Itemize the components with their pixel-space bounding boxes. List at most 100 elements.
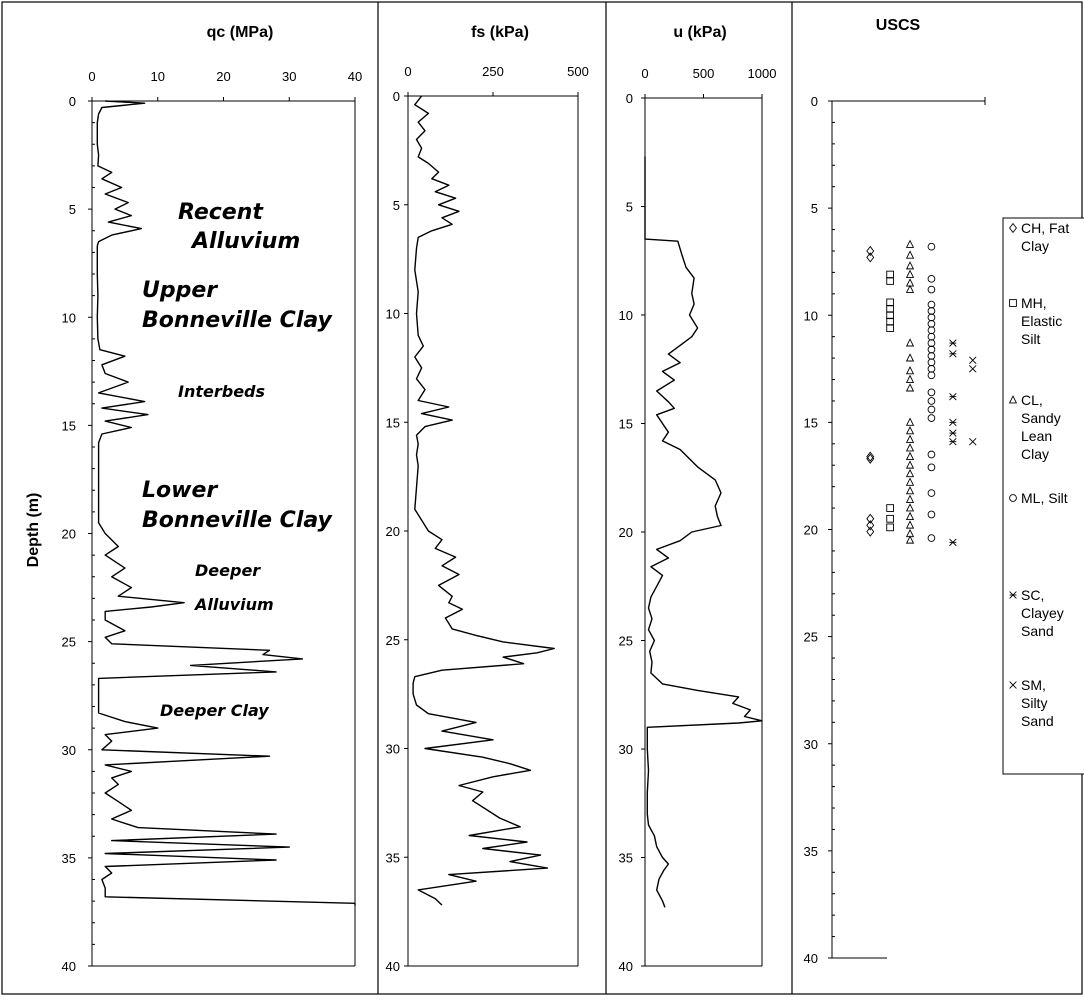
marker-stroke	[969, 365, 977, 373]
legend-label-line: CH, Fat	[1021, 220, 1069, 236]
marker-diamond	[866, 513, 875, 524]
x-tick-label: 500	[693, 66, 715, 81]
marker-circle	[927, 313, 936, 322]
marker-circle	[927, 358, 936, 367]
marker-circle	[927, 414, 936, 422]
y-tick-label: 35	[619, 851, 633, 866]
legend-ml: ML, Silt	[1009, 490, 1068, 506]
plot-layer: 0 5 10 15 20 25 30 35 40 0 10 20 30 40 0 5 10 15 20 25 30 35 4…	[62, 64, 986, 974]
x-tick-label: 0	[641, 66, 648, 81]
legend-items: CH, Fat Clay MH, Elastic Silt CL, Sandy Lean Cla…	[1008, 220, 1069, 729]
marker-circle	[927, 300, 936, 309]
legend-label-line: MH,	[1021, 295, 1047, 311]
legend-label-line: Clayey	[1021, 605, 1064, 621]
marker-diamond	[866, 451, 875, 462]
marker-square	[886, 523, 894, 532]
marker-circle	[927, 405, 936, 414]
marker-circle	[927, 319, 936, 328]
marker-diamond	[866, 245, 875, 257]
marker-asterisk	[949, 429, 957, 437]
y-tick-label: 10	[619, 308, 633, 323]
marker-triangle	[905, 434, 915, 443]
y-tick-label: 5	[393, 198, 400, 213]
panel-2: 0 5 10 15 20 25 30 35 40 0 500 1000	[619, 66, 777, 974]
y-tick-label: 0	[811, 94, 818, 109]
legend-ch: CH, Fat Clay	[1009, 220, 1069, 254]
marker-x	[969, 437, 977, 446]
y-tick-label: 15	[804, 415, 818, 430]
trace-line-2	[644, 156, 763, 908]
legend-cl: CL, Sandy Lean Clay	[1008, 392, 1061, 462]
y-tick-label: 5	[69, 202, 76, 217]
y-tick-label: 30	[804, 737, 818, 752]
x-tick-label: 500	[567, 64, 589, 79]
marker-square	[886, 298, 894, 307]
annotation-deeper: Deeper	[195, 561, 261, 580]
y-tick-label: 15	[619, 417, 633, 432]
marker-triangle	[905, 250, 915, 259]
marker-circle	[927, 274, 936, 283]
y-tick-label: 10	[386, 307, 400, 322]
marker-triangle	[905, 460, 915, 469]
marker-square	[886, 277, 894, 285]
y-tick-label: 40	[62, 959, 76, 974]
marker-asterisk	[949, 437, 957, 446]
legend-label-line: SC,	[1021, 587, 1044, 603]
marker-triangle	[1008, 395, 1018, 404]
y-tick-label: 40	[804, 951, 818, 966]
marker-circle	[927, 371, 936, 380]
annotation-alluvium: Alluvium	[190, 229, 300, 254]
x-tick-label: 1000	[748, 66, 777, 81]
x-tick-label: 10	[151, 69, 165, 84]
uscs-legend: CH, Fat Clay MH, Elastic Silt CL, Sandy Lean Cla…	[1002, 217, 1084, 775]
y-tick-label: 30	[386, 742, 400, 757]
marker-asterisk	[949, 392, 957, 401]
u-panel-title: u (kPa)	[673, 24, 726, 41]
marker-triangle	[905, 417, 915, 426]
x-tick-label: 30	[282, 69, 296, 84]
marker-triangle	[905, 239, 915, 248]
marker-square	[1009, 299, 1017, 307]
marker-diamond	[866, 453, 875, 464]
marker-circle	[927, 339, 936, 347]
marker-circle	[927, 352, 936, 360]
y-tick-label: 35	[804, 844, 818, 859]
marker-circle	[927, 242, 936, 251]
marker-circle	[927, 450, 936, 459]
legend-label-line: Clay	[1021, 238, 1049, 254]
marker-square	[886, 270, 894, 279]
marker-x	[969, 356, 977, 364]
fs-panel-title: fs (kPa)	[471, 24, 529, 41]
marker-triangle	[905, 426, 915, 435]
marker-triangle	[905, 535, 915, 544]
marker-x	[1009, 681, 1017, 689]
y-tick-label: 10	[804, 308, 818, 323]
marker-triangle	[905, 451, 915, 461]
y-tick-label: 0	[393, 89, 400, 104]
y-tick-label: 40	[386, 959, 400, 974]
legend-label-line: Sand	[1021, 623, 1054, 639]
marker-circle	[1009, 494, 1017, 502]
marker-x	[969, 365, 977, 373]
marker-triangle	[905, 353, 915, 362]
marker-asterisk	[1009, 591, 1017, 599]
marker-stroke	[969, 356, 977, 364]
y-tick-label: 15	[386, 415, 400, 430]
y-tick-label: 35	[386, 850, 400, 865]
panel-1: 0 5 10 15 20 25 30 35 40 0 250 500	[386, 64, 589, 974]
legend-label-line: ML, Silt	[1021, 490, 1068, 506]
y-tick-label: 30	[619, 742, 633, 757]
marker-square	[886, 514, 894, 523]
marker-circle	[927, 489, 936, 497]
marker-triangle	[905, 366, 915, 375]
marker-diamond	[866, 526, 875, 537]
marker-triangle	[905, 284, 915, 293]
marker-circle	[927, 463, 936, 472]
legend-mh: MH, Elastic Silt	[1009, 295, 1062, 347]
x-tick-label: 20	[216, 69, 230, 84]
marker-circle	[927, 388, 936, 397]
depth-axis-label: Depth (m)	[25, 493, 42, 568]
marker-asterisk	[949, 339, 957, 347]
